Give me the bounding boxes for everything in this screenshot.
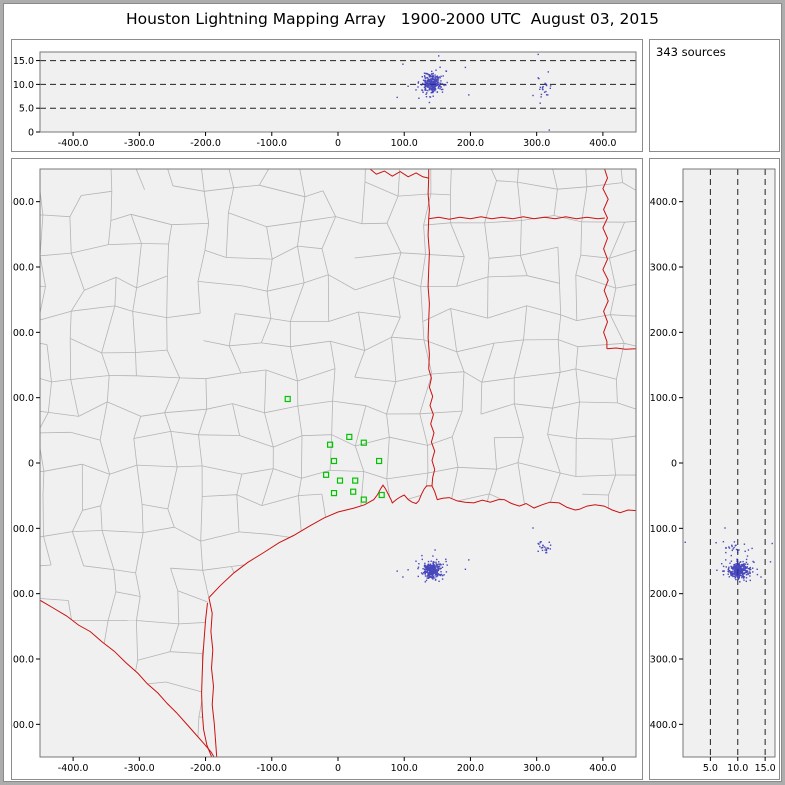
source-count-label: 343 sources <box>656 45 726 59</box>
plot-background <box>683 169 775 757</box>
lightning-sources <box>396 53 552 131</box>
y-tick-label: 200.0 <box>650 328 677 339</box>
y-tick-label: 200.0 <box>12 328 34 339</box>
plot-background <box>40 52 636 132</box>
x-tick-label: -100.0 <box>256 763 287 774</box>
x-tick-label: -300.0 <box>124 138 155 149</box>
x-tick-label: 200.0 <box>457 138 484 149</box>
x-tick-label: 300.0 <box>523 138 550 149</box>
y-tick-label: 10.0 <box>13 80 34 91</box>
station-marker <box>378 491 385 499</box>
x-tick-label: 0 <box>335 138 341 149</box>
station-marker <box>323 471 330 478</box>
y-tick-label: -200.0 <box>12 589 34 600</box>
altitude-vs-north-chart: 5.0 10.0 15.0 400.0 300.0 200.0 100.0 0 -100.0 -2… <box>650 168 776 774</box>
altitude-vs-east-plot: -400.0 -300.0 -200.0 -100.0 0 100.0 200.0 300.0… <box>13 51 637 149</box>
texas-east-border <box>427 169 430 369</box>
station-marker <box>350 488 357 495</box>
lma-stations <box>284 395 385 503</box>
x-tick-label: 400.0 <box>589 138 616 149</box>
x-tick-label: 400.0 <box>589 763 616 774</box>
y-tick-label: 0 <box>28 128 34 139</box>
x-tick-label: 100.0 <box>391 138 418 149</box>
station-marker <box>284 395 291 403</box>
red-river-tx-ok <box>369 169 429 179</box>
y-tick-label: 100.0 <box>650 393 677 404</box>
plan-view-chart: -400.0 -300.0 -200.0 -100.0 0 100.0 200.0 300.0… <box>12 168 637 774</box>
y-tick-label: 400.0 <box>650 197 677 208</box>
x-tick-label: 200.0 <box>457 763 484 774</box>
x-tick-label: -400.0 <box>58 138 89 149</box>
y-tick-label: -400.0 <box>650 720 677 731</box>
station-marker <box>330 490 338 497</box>
plot-background <box>40 169 636 757</box>
panel-altitude-vs-north: 5.0 10.0 15.0 400.0 300.0 200.0 100.0 0 -100.0 -2… <box>649 158 780 780</box>
lightning-sources <box>684 527 773 583</box>
y-tick-label: -200.0 <box>650 589 677 600</box>
panel-plan-view: -400.0 -300.0 -200.0 -100.0 0 100.0 200.0 300.0… <box>11 158 643 780</box>
y-tick-label: 0 <box>671 459 677 470</box>
y-tick-label: -400.0 <box>12 720 34 731</box>
station-marker <box>346 433 353 440</box>
station-marker <box>336 477 344 484</box>
y-tick-label: 400.0 <box>12 197 34 208</box>
x-tick-label: 0 <box>335 763 341 774</box>
panel-source-count: 343 sources <box>649 39 780 152</box>
altitude-vs-east-chart: -400.0 -300.0 -200.0 -100.0 0 100.0 200.0 300.0… <box>13 51 637 149</box>
arkansas-louisiana <box>428 216 605 220</box>
axes: -400.0 -300.0 -200.0 -100.0 0 100.0 200.0 300.0… <box>13 51 637 149</box>
station-marker <box>327 441 334 448</box>
plan-view-plot: -400.0 -300.0 -200.0 -100.0 0 100.0 200.0 300.0… <box>12 168 637 774</box>
barrier-island <box>208 597 218 757</box>
y-tick-label: 15.0 <box>13 56 34 67</box>
x-tick-label: 300.0 <box>523 763 550 774</box>
y-tick-label: -300.0 <box>12 655 34 666</box>
axes: -400.0 -300.0 -200.0 -100.0 0 100.0 200.0 300.0… <box>12 168 637 774</box>
x-tick-label: -100.0 <box>256 138 287 149</box>
rio-grande-border <box>40 599 215 757</box>
page-title: Houston Lightning Mapping Array 1900-200… <box>126 10 659 28</box>
lightning-sources <box>396 527 552 583</box>
x-tick-label: -300.0 <box>124 763 155 774</box>
y-tick-label: 300.0 <box>12 263 34 274</box>
louisiana-mississippi <box>606 347 636 350</box>
x-tick-label: 5.0 <box>703 763 718 774</box>
y-tick-label: -100.0 <box>12 524 34 535</box>
y-tick-label: -300.0 <box>650 655 677 666</box>
station-marker <box>376 457 383 465</box>
panel-altitude-vs-east: -400.0 -300.0 -200.0 -100.0 0 100.0 200.0 300.0… <box>11 39 643 152</box>
x-tick-label: 10.0 <box>727 763 748 774</box>
x-tick-label: 100.0 <box>391 763 418 774</box>
mississippi-river <box>602 169 609 349</box>
geographic-borders <box>40 169 636 757</box>
lagoon-shore <box>201 602 213 757</box>
station-marker <box>352 477 359 484</box>
y-tick-label: 300.0 <box>650 263 677 274</box>
altitude-vs-north-plot: 5.0 10.0 15.0 400.0 300.0 200.0 100.0 0 -100.0 -2… <box>650 168 776 774</box>
y-tick-label: 0 <box>28 459 34 470</box>
coastline <box>208 484 636 598</box>
station-marker <box>360 439 367 446</box>
y-tick-label: 5.0 <box>19 104 34 115</box>
x-tick-label: -400.0 <box>58 763 89 774</box>
x-tick-label: -200.0 <box>190 763 221 774</box>
axes: 5.0 10.0 15.0 400.0 300.0 200.0 100.0 0 -100.0 -2… <box>650 168 776 774</box>
y-tick-label: 100.0 <box>12 393 34 404</box>
station-marker <box>360 496 367 503</box>
station-marker <box>330 457 338 465</box>
x-tick-label: 15.0 <box>755 763 776 774</box>
y-tick-label: -100.0 <box>650 524 677 535</box>
x-tick-label: -200.0 <box>190 138 221 149</box>
sabine-river <box>428 368 436 486</box>
